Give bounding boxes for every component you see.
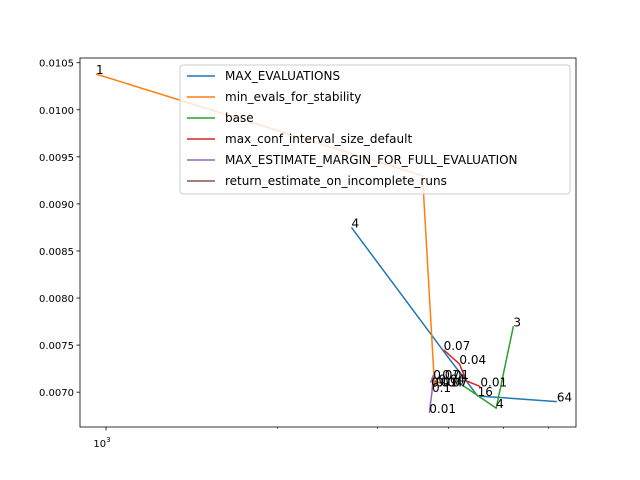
axes-frame bbox=[79, 57, 577, 428]
series-line-5 bbox=[434, 380, 443, 385]
legend-label-2: base bbox=[225, 111, 254, 125]
data-label-0-0: 4 bbox=[351, 216, 359, 230]
data-label-4-2: 0.1 bbox=[432, 381, 451, 395]
extra-data-label-5: 0.07 bbox=[441, 376, 468, 390]
y-tick-label-6: 0.0100 bbox=[39, 106, 74, 117]
legend-label-4: MAX_ESTIMATE_MARGIN_FOR_FULL_EVALUATION bbox=[225, 153, 518, 167]
data-label-3-0: 0.07 bbox=[444, 339, 471, 353]
series-line-3 bbox=[443, 349, 481, 388]
legend-frame bbox=[179, 64, 571, 195]
data-label-3-1: 0.04 bbox=[459, 353, 486, 367]
x-tick-label-base-0: 10 bbox=[93, 439, 106, 450]
x-tick-label-exponent-0: 3 bbox=[106, 436, 110, 444]
x-tick-label-0: 103 bbox=[93, 436, 110, 450]
extra-data-label-0: 0.07 bbox=[433, 368, 460, 382]
y-tick-label-5: 0.0095 bbox=[39, 153, 74, 164]
y-tick-label-1: 0.0075 bbox=[39, 341, 74, 352]
data-label-3-3: 0.01 bbox=[480, 376, 507, 390]
y-tick-label-4: 0.0090 bbox=[39, 200, 74, 211]
data-label-4-3: 0.01 bbox=[429, 402, 456, 416]
y-tick-label-0: 0.0070 bbox=[39, 388, 74, 399]
y-tick-label-7: 0.0105 bbox=[39, 59, 74, 70]
extra-data-label-2: 0.01 bbox=[442, 368, 469, 382]
legend-label-0: MAX_EVALUATIONS bbox=[225, 69, 340, 83]
axes-layer: 0.0070 0.0075 0.0080 0.0085 0.0090 0.0095 0.01… bbox=[39, 57, 577, 450]
legend-label-5: return_estimate_on_incomplete_runs bbox=[225, 174, 447, 188]
data-label-2-0: 3 bbox=[513, 315, 521, 329]
series-line-0 bbox=[350, 226, 557, 403]
extra-data-label-1: 0.04 bbox=[438, 373, 465, 387]
point-label-layer: 416 641340.070.040.010.10.010.070.040.010… bbox=[96, 63, 572, 416]
data-label-0-2: 16 bbox=[478, 385, 493, 399]
y-tick-label-2: 0.0080 bbox=[39, 294, 74, 305]
legend: MAX_EVALUATIONS min_evals_for_stabilityba… bbox=[179, 64, 571, 195]
data-label-0-3: 64 bbox=[557, 391, 572, 405]
y-tick-label-3: 0.0085 bbox=[39, 247, 74, 258]
extra-data-label-3: 0.01 bbox=[431, 376, 458, 390]
data-label-2-1: 4 bbox=[496, 397, 504, 411]
series-line-4 bbox=[428, 374, 435, 413]
extra-data-label-4: 0.04 bbox=[436, 376, 463, 390]
legend-label-3: max_conf_interval_size_default bbox=[225, 132, 412, 146]
legend-label-1: min_evals_for_stability bbox=[225, 90, 361, 104]
data-label-1-0: 1 bbox=[96, 63, 104, 77]
